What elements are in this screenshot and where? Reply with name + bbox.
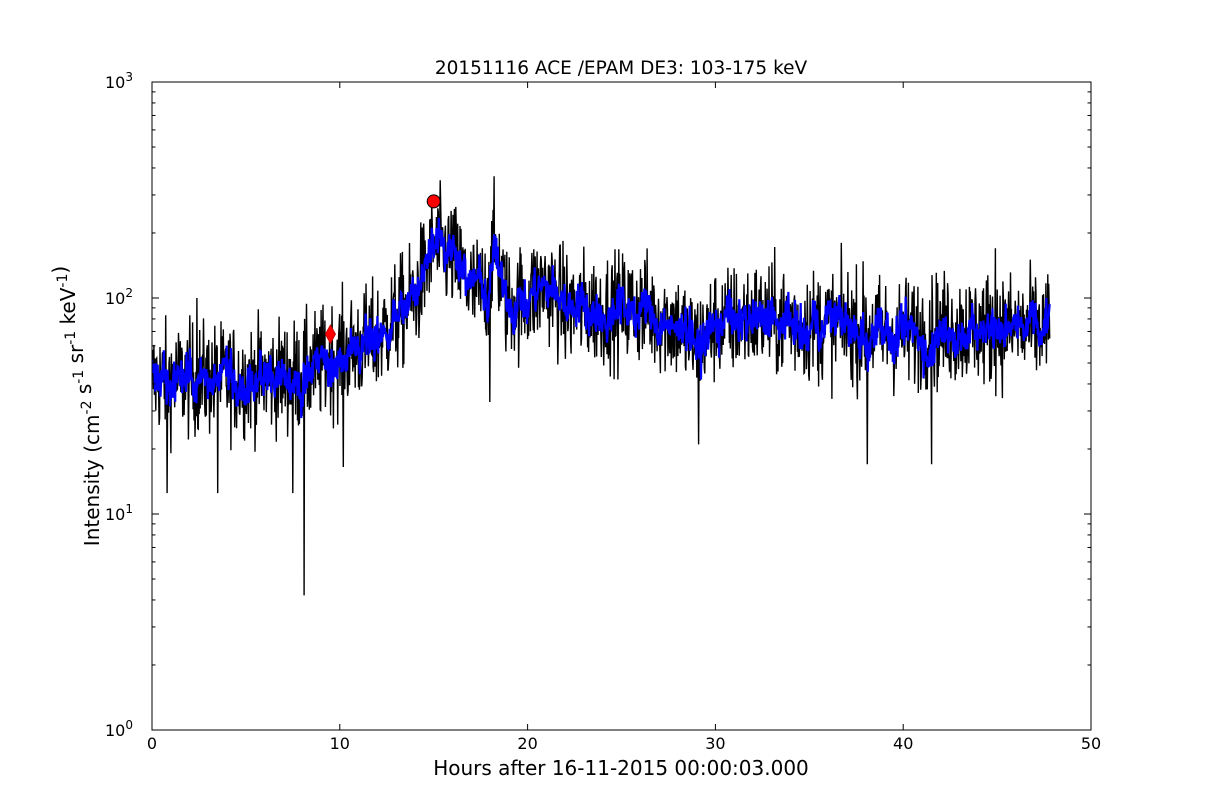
- x-tick-label: 20: [517, 734, 537, 753]
- peak-marker: [426, 194, 441, 209]
- onset-marker: [324, 324, 336, 345]
- x-tick-label: 10: [330, 734, 350, 753]
- x-tick-label: 40: [893, 734, 913, 753]
- y-tick-label: 103: [105, 70, 133, 92]
- y-tick-label: 101: [105, 502, 133, 524]
- plot-frame: [151, 81, 1092, 731]
- x-tick-label: 0: [147, 734, 157, 753]
- ticks-layer: 0 10 20 30 40 50 100 101 102 103: [105, 70, 1101, 753]
- series-layer: [152, 176, 1051, 596]
- y-tick-label: 102: [105, 286, 133, 308]
- x-tick-label: 50: [1081, 734, 1101, 753]
- y-axis-title: Intensity (cm-2 s-1 sr-1 keV-1): [48, 266, 104, 546]
- marker-layer: [324, 194, 441, 345]
- y-tick-label: 100: [105, 718, 133, 740]
- x-axis-title: Hours after 16-11-2015 00:00:03.000: [433, 756, 809, 780]
- smoothed-intensity-line: [152, 217, 1051, 419]
- x-tick-label: 30: [705, 734, 725, 753]
- chart-title: 20151116 ACE /EPAM DE3: 103-175 keV: [435, 58, 808, 79]
